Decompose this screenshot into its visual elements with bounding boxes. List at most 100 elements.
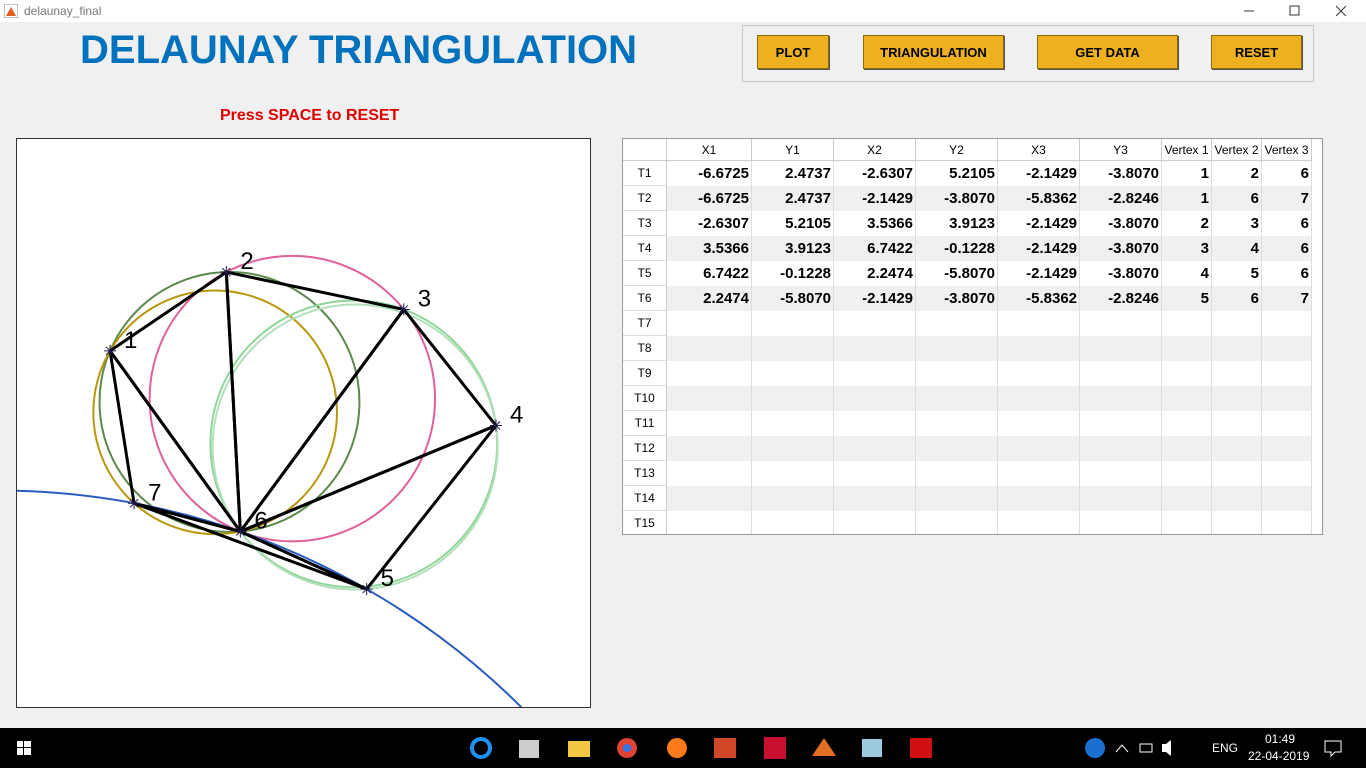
clock-date[interactable]: 22-04-2019: [1248, 749, 1310, 763]
get-data-button[interactable]: GET DATA: [1037, 35, 1178, 69]
empty-cell: [752, 486, 834, 511]
taskbar-icons: [17, 737, 1342, 759]
column-header: X1: [667, 139, 752, 161]
table-cell: -3.8070: [916, 286, 998, 311]
row-background: [667, 361, 1312, 386]
table-cell: -2.1429: [998, 236, 1080, 261]
point-marker: [220, 266, 233, 279]
table-cell: 6: [1212, 186, 1262, 211]
empty-cell: [834, 336, 916, 361]
empty-cell: [916, 336, 998, 361]
empty-cell: [667, 311, 752, 336]
app-title: DELAUNAY TRIANGULATION: [80, 28, 638, 72]
point-label: 3: [418, 285, 431, 312]
marker-stroke: [105, 346, 115, 356]
table-cell: -5.8362: [998, 286, 1080, 311]
empty-cell: [1212, 486, 1262, 511]
empty-cell: [916, 511, 998, 534]
circumcircle: [17, 489, 523, 707]
marker-stroke: [235, 527, 245, 536]
empty-cell: [1262, 411, 1312, 436]
point-label: 5: [381, 565, 394, 592]
data-table: X1 Y1 X2 Y2 X3 Y3 Vertex 1 Vertex 2 Vertex 3 T1 -6…: [622, 138, 1323, 535]
empty-cell: [1162, 361, 1212, 386]
app-icon: [4, 4, 18, 18]
taskbar: ENG 01:49 22-04-2019: [0, 728, 1366, 768]
row-background: [667, 436, 1312, 461]
column-header: Y2: [916, 139, 998, 161]
row-name: T12: [623, 436, 667, 461]
table-cell: -0.1228: [752, 261, 834, 286]
table-cell: 5.2105: [916, 161, 998, 186]
table-cell: 7: [1262, 286, 1312, 311]
table-cell: 2: [1162, 211, 1212, 236]
table-cell: 4: [1162, 261, 1212, 286]
row-name: T1: [623, 161, 667, 186]
column-header: X2: [834, 139, 916, 161]
empty-cell: [1162, 436, 1212, 461]
triangle: [108, 349, 242, 534]
table-cell: 6: [1262, 161, 1312, 186]
table-cell: 5: [1162, 286, 1212, 311]
empty-cell: [667, 386, 752, 411]
point-label: 7: [148, 479, 161, 506]
empty-cell: [998, 411, 1080, 436]
empty-cell: [1162, 311, 1212, 336]
window-controls[interactable]: [1230, 0, 1366, 22]
triangulation-button[interactable]: TRIANGULATION: [863, 35, 1004, 69]
table-cell: 7: [1262, 186, 1312, 211]
table-cell: 6: [1262, 261, 1312, 286]
marker-stroke: [129, 498, 139, 508]
column-header: Y3: [1080, 139, 1162, 161]
point-marker: [489, 419, 502, 432]
clock-time[interactable]: 01:49: [1265, 732, 1296, 746]
empty-cell: [1212, 411, 1262, 436]
point-label: 6: [254, 508, 267, 535]
row-name: T6: [623, 286, 667, 311]
row-background: [667, 511, 1312, 534]
triangle: [132, 501, 369, 591]
point-marker: [234, 525, 247, 538]
empty-cell: [1212, 436, 1262, 461]
empty-cell: [1162, 336, 1212, 361]
empty-cell: [1262, 361, 1312, 386]
table-cell: -2.6307: [667, 211, 752, 236]
table-cell: 6: [1262, 211, 1312, 236]
table-cell: -2.8246: [1080, 286, 1162, 311]
empty-cell: [752, 336, 834, 361]
button-panel: [742, 25, 1314, 82]
plot: 1 2 3 4 5 6 7: [17, 248, 523, 707]
row-name: T13: [623, 461, 667, 486]
reset-button[interactable]: RESET: [1211, 35, 1302, 69]
row-background: [667, 211, 1312, 236]
table-cell: 3.9123: [916, 211, 998, 236]
empty-cell: [752, 411, 834, 436]
empty-cell: [667, 361, 752, 386]
row-name: T14: [623, 486, 667, 511]
empty-cell: [1262, 386, 1312, 411]
row-background: [667, 386, 1312, 411]
table-cell: -3.8070: [916, 186, 998, 211]
empty-cell: [998, 361, 1080, 386]
empty-cell: [834, 511, 916, 534]
plot-button[interactable]: PLOT: [757, 35, 829, 69]
table-cell: -2.1429: [834, 286, 916, 311]
empty-cell: [1212, 311, 1262, 336]
point-marker: [128, 497, 141, 510]
empty-cell: [752, 311, 834, 336]
table-cell: 1: [1162, 161, 1212, 186]
table-cell: -5.8070: [916, 261, 998, 286]
table-cell: 6: [1212, 286, 1262, 311]
table-cell: 4: [1212, 236, 1262, 261]
empty-cell: [998, 461, 1080, 486]
row-background: [667, 411, 1312, 436]
empty-cell: [998, 436, 1080, 461]
table-cell: -2.1429: [998, 161, 1080, 186]
table-cell: -3.8070: [1080, 236, 1162, 261]
empty-cell: [1212, 336, 1262, 361]
row-name: T7: [623, 311, 667, 336]
table-cell: -2.6307: [834, 161, 916, 186]
empty-cell: [834, 386, 916, 411]
language[interactable]: ENG: [1212, 741, 1239, 755]
empty-cell: [834, 361, 916, 386]
